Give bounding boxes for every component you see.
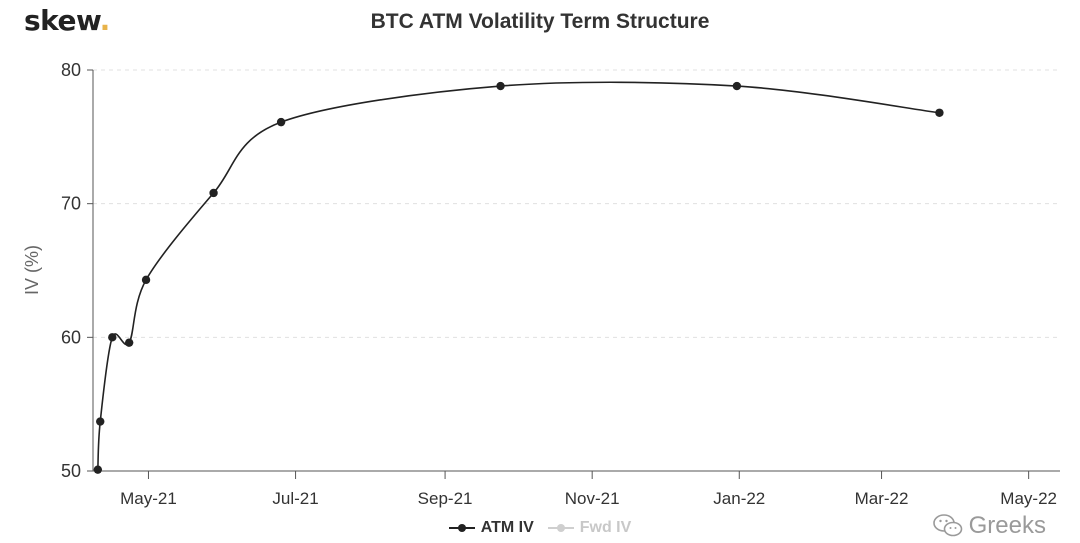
skew-logo: skew. (24, 4, 110, 37)
y-tick-label: 70 (61, 194, 81, 214)
x-tick-label: Nov-21 (565, 489, 620, 508)
y-tick-label: 60 (61, 327, 81, 347)
x-tick-label: Jan-22 (713, 489, 765, 508)
legend-swatch-atm-iv (448, 524, 475, 532)
legend-label-fwd-iv: Fwd IV (579, 519, 632, 536)
data-point-atm-iv (496, 81, 505, 91)
chart-title: BTC ATM Volatility Term Structure (370, 10, 710, 33)
series-layer (93, 81, 944, 474)
grid-lines (93, 69, 1060, 338)
y-tick-label: 50 (61, 461, 81, 481)
data-point-atm-iv (108, 333, 117, 342)
data-point-atm-iv (141, 275, 151, 285)
series-line-atm-iv (97, 81, 940, 470)
axes: 50 60 70 80 May-21 Jul-21 Sep-21 Nov-21 Jan-22 Ma… (61, 60, 1060, 508)
data-point-atm-iv (93, 465, 103, 474)
legend-swatch-fwd-iv (547, 524, 574, 532)
wechat-icon (932, 514, 962, 537)
data-point-atm-iv (209, 188, 218, 198)
y-axis-label: IV (%) (22, 245, 42, 295)
y-tick-label: 80 (61, 60, 81, 80)
data-point-atm-iv (732, 81, 742, 91)
x-tick-label: Jul-21 (272, 489, 318, 508)
legend-item-fwd-iv[interactable]: Fwd IV (547, 519, 632, 537)
watermark: Greeks (932, 512, 1046, 540)
x-tick-label: May-21 (120, 489, 177, 508)
x-tick-label: Sep-21 (418, 489, 473, 508)
legend-label-atm-iv: ATM IV (480, 519, 534, 536)
legend: ATM IV Fwd IV (0, 519, 1080, 537)
x-tick-label: May-22 (1000, 489, 1057, 508)
data-point-atm-iv (276, 117, 286, 127)
legend-item-atm-iv[interactable]: ATM IV (448, 519, 534, 537)
data-point-atm-iv (935, 108, 944, 117)
x-tick-label: Mar-22 (855, 489, 909, 508)
data-point-atm-iv (96, 417, 105, 426)
watermark-text: Greeks (968, 512, 1046, 539)
data-point-atm-iv (124, 338, 134, 347)
